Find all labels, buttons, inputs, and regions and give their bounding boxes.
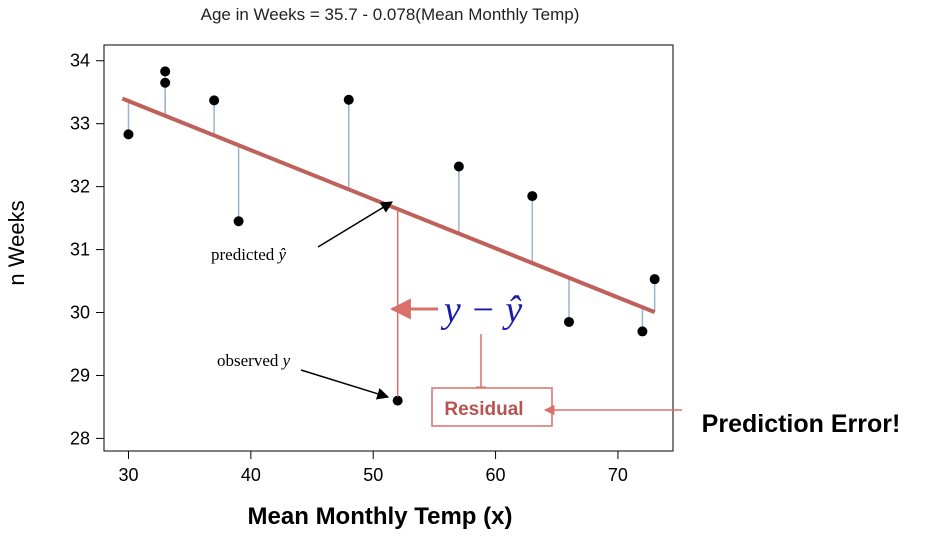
residual-stems <box>127 71 656 332</box>
data-point <box>160 77 171 88</box>
data-point <box>233 216 244 227</box>
data-point <box>209 95 220 106</box>
predicted-label: predicted <box>211 245 279 264</box>
data-point <box>563 316 574 327</box>
y-tick-label: 33 <box>70 114 90 134</box>
x-tick-label: 40 <box>241 465 261 485</box>
data-point <box>123 129 134 140</box>
x-axis-label: Mean Monthly Temp (x) <box>248 503 513 530</box>
data-point <box>160 66 171 77</box>
predicted-annotation: predicted ŷ <box>211 245 287 264</box>
data-points <box>123 66 660 406</box>
residual-label: Residual <box>444 399 523 420</box>
observed-label: observed <box>217 351 283 370</box>
prediction-error-label: Prediction Error! <box>702 410 901 438</box>
x-tick-label: 50 <box>363 465 383 485</box>
observed-symbol: y <box>281 351 291 370</box>
y-tick-label: 28 <box>70 428 90 448</box>
data-point <box>453 161 464 172</box>
residual-box <box>431 387 553 427</box>
data-point <box>649 274 660 285</box>
chart-title: Age in Weeks = 35.7 - 0.078(Mean Monthly… <box>201 5 580 24</box>
x-tick-label: 30 <box>118 465 138 485</box>
observed-annotation: observed y <box>217 351 291 370</box>
plot-frame <box>103 44 674 452</box>
y-axis-label: n Weeks <box>4 200 29 285</box>
x-tick-label: 70 <box>608 465 628 485</box>
y-tick-label: 34 <box>70 51 90 71</box>
x-tick-label: 60 <box>486 465 506 485</box>
y-tick-label: 29 <box>70 365 90 385</box>
data-point <box>527 191 538 202</box>
residual-formula: y − ŷ <box>440 289 523 331</box>
y-tick-label: 31 <box>70 240 90 260</box>
y-tick-label: 30 <box>70 303 90 323</box>
y-tick-label: 32 <box>70 177 90 197</box>
regression-line <box>121 96 656 314</box>
y-axis: 28 29 30 31 32 33 34 <box>70 51 104 448</box>
x-axis: 30 40 50 60 70 <box>118 451 628 485</box>
data-point <box>637 326 648 337</box>
predicted-symbol: ŷ <box>277 245 287 264</box>
predicted-arrow <box>317 201 394 248</box>
observed-arrow <box>300 369 390 400</box>
data-point <box>343 94 354 105</box>
data-point <box>392 395 403 406</box>
